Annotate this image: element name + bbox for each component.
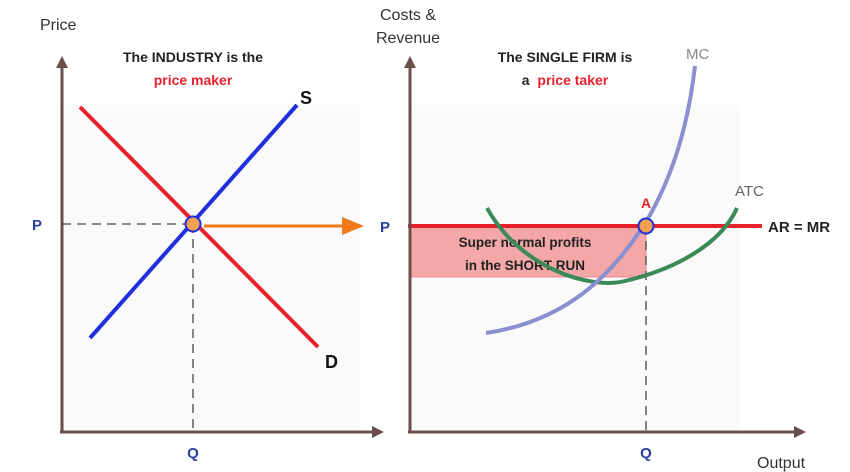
industry-equilibrium-point [184, 215, 202, 233]
mc-curve [485, 65, 697, 335]
supply-label: S [300, 88, 312, 108]
mc-label: MC [686, 46, 709, 63]
left-plot-background [60, 105, 360, 432]
right-x-axis-label: Output [757, 455, 806, 472]
ar-mr-label: AR = MR [768, 219, 830, 236]
demand-label: D [325, 352, 338, 372]
left-title-line2: price maker [154, 72, 233, 88]
right-y-axis-label-line2: Revenue [376, 30, 440, 47]
right-quantity-tick: Q [640, 445, 652, 462]
atc-curve [485, 207, 739, 285]
right-title-highlight: price taker [537, 72, 608, 88]
right-title-line1: The SINGLE FIRM is [498, 49, 633, 65]
atc-label: ATC [735, 183, 764, 200]
right-title-prefix: a [522, 72, 530, 88]
right-title-line2: a price taker [522, 72, 609, 88]
point-a-label: A [641, 195, 651, 211]
firm-equilibrium-point [637, 217, 655, 235]
profit-label-line2: in the SHORT RUN [465, 258, 585, 273]
left-quantity-tick: Q [187, 445, 199, 462]
right-panel: Costs & Revenue The SINGLE FIRM is a pri… [376, 7, 830, 472]
left-y-axis-label: Price [40, 17, 77, 34]
right-price-tick: P [380, 219, 390, 236]
left-title-line1: The INDUSTRY is the [123, 49, 263, 65]
left-price-tick: P [32, 217, 42, 234]
right-y-axis-label-line1: Costs & [380, 7, 436, 24]
left-panel: Price The INDUSTRY is the price maker S … [32, 17, 384, 462]
profit-label-line1: Super normal profits [459, 235, 592, 250]
